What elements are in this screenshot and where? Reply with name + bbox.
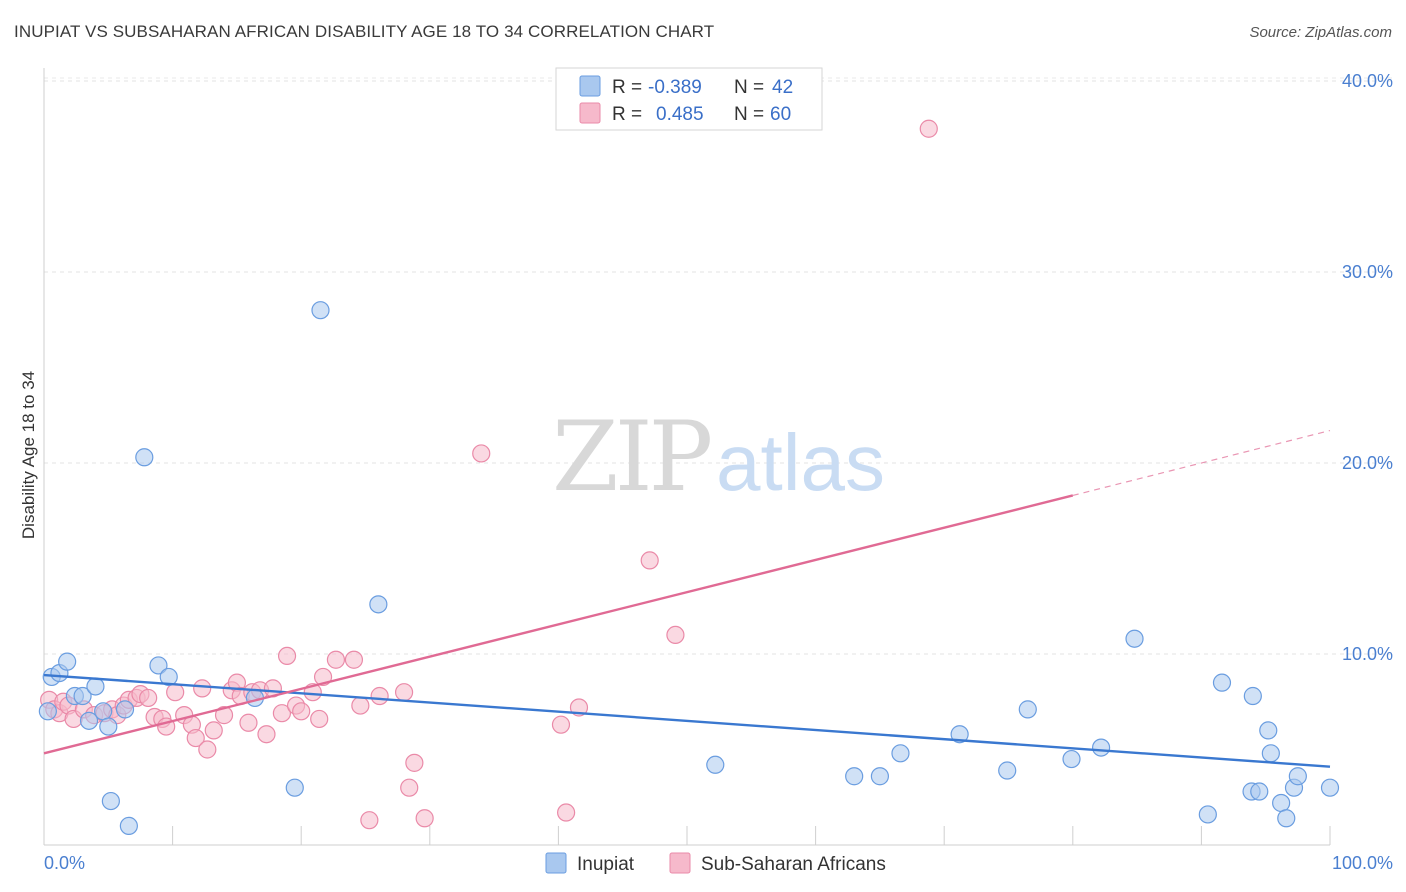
legend: R = -0.389 N = 42 R = 0.485 N = 60 [555,67,823,131]
legend-r-value-1: -0.389 [648,77,702,98]
trend-line-0 [43,673,1331,768]
subsaharan-point-36 [277,646,297,666]
subsaharan-point-46 [370,686,389,706]
inupiat-point-22 [870,767,890,786]
subsaharan-point-22 [186,728,205,748]
inupiat-point-36 [1261,744,1280,763]
inupiat-point-29 [1125,629,1144,648]
inupiat-point-40 [1288,767,1307,786]
legend-r-label-2: R = [612,104,642,125]
subsaharan-point-56 [666,625,685,645]
subsaharan-point-43 [344,650,364,669]
legend-r-label-1: R = [612,77,642,98]
inupiat-point-9 [99,717,118,736]
legend-n-label-2: N = [734,104,764,125]
inupiat-point-0 [38,702,57,721]
inupiat-point-15 [159,667,178,687]
inupiat-point-35 [1259,721,1278,740]
inupiat-point-28 [1091,738,1111,757]
subsaharan-point-51 [472,444,491,463]
subsaharan-point-40 [310,709,329,729]
x-tick-label-end: 100.0% [1332,853,1393,873]
subsaharan-point-33 [257,725,276,744]
subsaharan-point-52 [551,715,571,734]
inupiat-point-33 [1243,686,1262,706]
legend-swatch-subsaharan [579,102,601,124]
source-label: Source: ZipAtlas.com [1249,24,1392,41]
inupiat-point-3 [58,652,77,671]
inupiat-point-38 [1277,809,1296,828]
subsaharan-point-26 [214,706,234,725]
trend-extension-1 [1072,429,1331,497]
inupiat-point-27 [1062,749,1081,769]
inupiat-point-5 [73,686,92,706]
y-tick-label-0: 10.0% [1342,644,1393,664]
inupiat-point-13 [135,448,154,467]
x-tick-label-start: 0.0% [44,853,85,873]
inupiat-point-8 [94,702,113,721]
subsaharan-point-15 [139,688,158,708]
trend-line-1 [43,494,1074,755]
subsaharan-point-19 [166,683,185,702]
inupiat-point-7 [86,677,105,696]
grid-lines [44,77,1392,655]
subsaharan-point-44 [351,696,370,715]
series-label-subsaharan: Sub-Saharan Africans [701,854,886,875]
chart-title: INUPIAT VS SUBSAHARAN AFRICAN DISABILITY… [14,22,715,41]
inupiat-point-21 [845,767,864,786]
subsaharan-point-55 [640,551,659,570]
inupiat-point-25 [998,761,1017,780]
subsaharan-point-47 [394,683,414,702]
subsaharan-point-48 [400,778,419,797]
inupiat-point-12 [119,816,138,836]
inupiat-point-18 [311,301,330,320]
inupiat-point-34 [1250,782,1269,801]
series-legend: Inupiat Sub-Saharan Africans [545,852,886,875]
legend-n-label-1: N = [734,77,764,98]
inupiat-point-11 [115,700,135,719]
inupiat-point-20 [706,755,725,774]
inupiat-point-24 [950,725,969,744]
inupiat-point-6 [79,711,99,730]
subsaharan-point-45 [360,811,379,830]
subsaharan-point-23 [193,679,212,698]
series-swatch-inupiat [545,852,567,874]
inupiat-point-37 [1272,793,1291,813]
watermark-atlas: atlas [716,418,885,507]
legend-r-value-2: 0.485 [656,104,704,125]
inupiat-point-30 [1198,805,1217,824]
subsaharan-point-42 [326,650,346,669]
subsaharan-point-50 [415,809,434,828]
inupiat-point-17 [285,778,304,797]
legend-n-value-1: 42 [772,77,793,98]
inupiat-point-14 [149,656,168,675]
subsaharan-point-25 [204,721,223,740]
trend-lines [43,429,1331,768]
subsaharan-point-49 [405,753,424,772]
tick-labels: 10.0% 20.0% 30.0% 40.0% 0.0% 100.0% [44,71,1393,873]
subsaharan-point-30 [239,713,258,732]
inupiat-point-19 [369,595,388,614]
subsaharan-point-38 [292,702,311,721]
watermark-zip: ZIP [552,401,711,513]
inupiat-point-41 [1320,778,1340,797]
y-tick-label-3: 40.0% [1342,71,1393,91]
subsaharan-point-53 [557,803,576,822]
y-axis-label: Disability Age 18 to 34 [19,371,38,539]
watermark: ZIP atlas [552,401,885,513]
y-tick-label-1: 20.0% [1342,453,1393,473]
legend-swatch-inupiat [579,75,601,97]
inupiat-point-23 [891,744,910,763]
legend-n-value-2: 60 [770,104,791,125]
subsaharan-point-57 [919,119,938,138]
inupiat-point-26 [1018,700,1037,719]
subsaharan-point-35 [272,704,292,723]
series-swatch-subsaharan [669,852,691,874]
series-label-inupiat: Inupiat [577,854,635,875]
y-tick-label-2: 30.0% [1342,262,1393,282]
subsaharan-point-24 [198,740,217,759]
inupiat-point-31 [1212,673,1232,692]
inupiat-point-10 [101,791,120,811]
